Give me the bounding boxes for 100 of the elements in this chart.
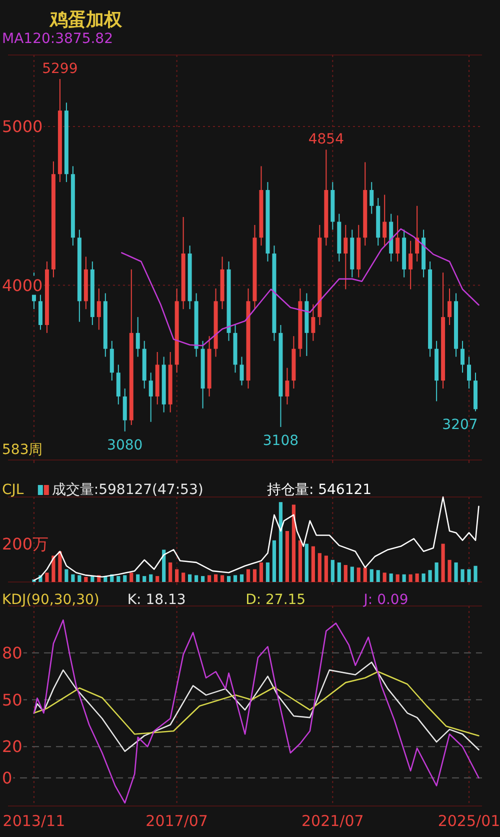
bar (162, 550, 166, 582)
bar (408, 574, 412, 582)
bar (441, 544, 445, 582)
series-label: 持仓量: 546121 (266, 482, 372, 498)
bar (278, 502, 283, 582)
annotation: 200万 (2, 534, 49, 554)
bar (90, 576, 94, 582)
candlestick (460, 340, 465, 374)
x-tick-label: 2021/07 (301, 812, 364, 830)
line-series (33, 662, 480, 752)
bar (422, 574, 426, 582)
bar (292, 504, 296, 582)
x-tick-label: 2013/11 (2, 812, 66, 830)
bar (168, 562, 172, 582)
candlestick (285, 367, 290, 405)
text: MA120:3875.82 (2, 31, 113, 47)
annotation: 3207 (442, 417, 478, 434)
bar (330, 560, 334, 582)
bar (207, 575, 212, 582)
candlestick (240, 356, 244, 386)
bar (285, 531, 290, 582)
y-tick-label: 4000 (2, 276, 43, 295)
y-tick-label: 5000 (2, 116, 43, 136)
bar (156, 576, 160, 582)
candlestick (408, 240, 413, 290)
bar (149, 574, 153, 582)
bar (272, 540, 276, 582)
bar (402, 574, 406, 582)
bar (448, 560, 452, 582)
annotation: 583周 (2, 442, 43, 458)
candlestick (382, 194, 387, 246)
text: J: 0.09 (362, 592, 408, 608)
chart-title: CJL (2, 482, 24, 498)
bar (363, 568, 367, 582)
x-tick-label: 2025/01 (438, 812, 500, 830)
bar (428, 570, 432, 582)
line-series (33, 619, 480, 804)
annotation: 3108 (262, 432, 299, 449)
annotation: 4854 (308, 132, 344, 148)
candlestick (116, 364, 120, 405)
legend-label: 成交量:598127(47:53) (52, 482, 204, 498)
chart-title: 鸡蛋加权 (49, 10, 123, 30)
candlestick (136, 316, 140, 358)
bar (344, 565, 348, 582)
bar (434, 562, 438, 582)
y-tick-label: 80 (2, 643, 22, 662)
bar (214, 574, 218, 582)
candlestick (148, 372, 153, 422)
bar (252, 569, 257, 582)
bar (324, 556, 328, 582)
bar (71, 574, 75, 582)
bar (370, 569, 374, 582)
bar (259, 562, 264, 582)
chart-title: KDJ(90,30,30) (2, 592, 100, 608)
candlestick (448, 288, 452, 326)
annotation: 3080 (107, 437, 143, 454)
bar (188, 574, 192, 582)
line-series (33, 670, 480, 736)
bar (246, 569, 250, 582)
candlestick (415, 205, 420, 262)
bar (356, 568, 360, 582)
candlestick (396, 214, 400, 262)
text: D: 27.15 (246, 592, 306, 608)
y-tick-label: 50 (2, 690, 22, 710)
bar (130, 572, 134, 582)
bar (182, 572, 186, 582)
bar (415, 574, 419, 582)
bar (376, 570, 380, 582)
bar (116, 576, 120, 582)
bar (78, 575, 82, 582)
bar (266, 562, 270, 582)
bar (311, 546, 315, 582)
bar (220, 575, 224, 582)
bar (233, 575, 238, 582)
bar (194, 575, 198, 582)
bar (454, 562, 458, 582)
bar (467, 569, 471, 582)
candlestick (96, 288, 101, 330)
bar (123, 575, 127, 582)
candlestick (467, 356, 472, 390)
candlestick (122, 388, 127, 432)
bar (64, 569, 68, 582)
bar (142, 576, 146, 582)
y-tick-label: 20 (2, 737, 22, 756)
bar (350, 566, 354, 582)
candlestick (311, 304, 316, 342)
bar (474, 566, 478, 582)
bar (304, 544, 308, 582)
bar (337, 562, 341, 582)
x-tick-label: 2017/07 (146, 812, 208, 830)
bar (52, 556, 56, 582)
annotation: 5299 (42, 60, 78, 77)
candlestick (110, 340, 114, 382)
bar (226, 576, 231, 582)
bar (45, 572, 49, 582)
text: K: 18.13 (127, 592, 186, 608)
bar (318, 553, 322, 582)
y-tick-label: 0 (2, 768, 12, 788)
bar (389, 574, 393, 582)
bar (84, 576, 88, 582)
